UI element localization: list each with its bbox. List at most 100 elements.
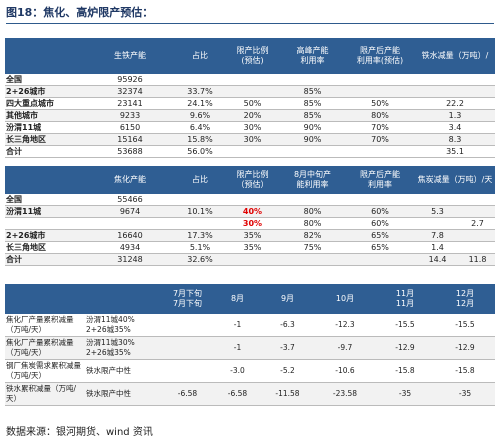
cell — [175, 217, 225, 230]
cell: -15.8 — [435, 359, 495, 383]
cell: 汾渭11城40% 2+26城35% — [85, 314, 160, 337]
table-row: 2+26城市 16640 17.3% 35% 82% 65% 7.8 — [5, 229, 496, 242]
table-row: 汾渭11城 9674 10.1% 40% 80% 60% 5.3 — [5, 205, 496, 218]
cell: -6.3 — [260, 314, 315, 337]
table-row: 全国 95926 — [5, 74, 495, 86]
cell — [460, 205, 496, 218]
cell: -6.58 — [160, 382, 215, 406]
cell — [225, 145, 280, 158]
source-note: 数据来源：银河期货、wind 资讯 — [6, 427, 153, 438]
header-cell: 8月中旬产 能利用率 — [280, 166, 345, 194]
header-cell: 高峰产能 利用率 — [280, 38, 345, 74]
cell: 56.0% — [175, 145, 225, 158]
cell: -12.9 — [375, 336, 435, 360]
cell: 8.3 — [415, 133, 495, 146]
cell: 23141 — [85, 97, 175, 110]
header-cell: 生铁产能 — [85, 38, 175, 74]
cell — [345, 145, 415, 158]
cell: 85% — [280, 109, 345, 122]
cell: -23.58 — [315, 382, 375, 406]
cell: 9233 — [85, 109, 175, 122]
cell: 10.1% — [175, 205, 225, 218]
table-row: 其他城市 9233 9.6% 20% 85% 80% 1.3 — [5, 109, 495, 122]
cell: -3.0 — [215, 359, 260, 383]
header-cell — [5, 166, 85, 194]
cell: 15164 — [85, 133, 175, 146]
cell: -35 — [435, 382, 495, 406]
header-cell: 限产比例 （预估） — [225, 166, 280, 194]
table: 7月下旬 7月下旬 8月 9月 10月 11月 11月 12月 12月 焦化厂产量累积减量（… — [5, 284, 495, 406]
header-cell: 铁水减量（万吨）/ — [415, 38, 495, 74]
row-label: 长三角地区 — [5, 241, 85, 254]
cell: 17.3% — [175, 229, 225, 242]
cell: 9674 — [85, 205, 175, 218]
cell: -15.5 — [435, 314, 495, 337]
cell — [225, 194, 280, 206]
table-row: 长三角地区 15164 15.8% 30% 90% 70% 8.3 — [5, 133, 495, 146]
header-cell: 限产后产能 利用率(预估) — [345, 38, 415, 74]
table-row: 四大重点城市 23141 24.1% 50% 85% 50% 22.2 — [5, 97, 495, 110]
table-row: 30% 80% 60% 2.7 — [5, 217, 496, 230]
cell: 70% — [345, 133, 415, 146]
cell — [460, 241, 496, 254]
row-label — [5, 217, 85, 230]
header-cell — [85, 284, 160, 314]
cell: 75% — [280, 241, 345, 254]
header-cell: 10月 — [315, 284, 375, 314]
cell: -15.5 — [375, 314, 435, 337]
table-row: 长三角地区 4934 5.1% 35% 75% 65% 1.4 — [5, 241, 496, 254]
cell: 65% — [345, 241, 415, 254]
header-cell — [5, 284, 85, 314]
header-cell — [5, 38, 85, 74]
cell: 50% — [225, 97, 280, 110]
row-label: 2+26城市 — [5, 85, 85, 98]
cell: -9.7 — [315, 336, 375, 360]
cell: 4934 — [85, 241, 175, 254]
cell: 82% — [280, 229, 345, 242]
cell — [415, 74, 495, 86]
cell: 80% — [345, 109, 415, 122]
row-label: 长三角地区 — [5, 133, 85, 146]
row-label: 全国 — [5, 74, 85, 86]
table: 焦化产能 占比 限产比例 （预估） 8月中旬产 能利用率 限产后产能 利用率 焦炭减量（万… — [5, 166, 496, 266]
cell: 70% — [345, 121, 415, 134]
cell: -15.8 — [375, 359, 435, 383]
cell — [460, 194, 496, 206]
cell: 2.7 — [460, 217, 496, 230]
cell — [225, 74, 280, 86]
cell: 7.8 — [415, 229, 460, 242]
cell: -6.58 — [215, 382, 260, 406]
table-row: 焦化厂产量累积减量（万吨/天） 汾渭11城40% 2+26城35% -1 -6.3 -1… — [5, 314, 495, 337]
cell — [160, 314, 215, 337]
cell: 22.2 — [415, 97, 495, 110]
cell: 85% — [280, 85, 345, 98]
cell: -3.7 — [260, 336, 315, 360]
header-cell: 限产后产能 利用率 — [345, 166, 415, 194]
cell — [280, 253, 345, 266]
header-cell: 焦化产能 — [85, 166, 175, 194]
cell: 32.6% — [175, 253, 225, 266]
cell — [160, 359, 215, 383]
cell: 90% — [280, 133, 345, 146]
cell — [415, 217, 460, 230]
cell: 6150 — [85, 121, 175, 134]
cell: 24.1% — [175, 97, 225, 110]
figure-title: 图18：焦化、高炉限产预估： — [6, 4, 494, 24]
row-label: 其他城市 — [5, 109, 85, 122]
cell — [175, 74, 225, 86]
header-cell: 7月下旬 7月下旬 — [160, 284, 215, 314]
cell: 铁水限产中性 — [85, 359, 160, 383]
cell: 53688 — [85, 145, 175, 158]
cell: 5.1% — [175, 241, 225, 254]
row-label: 2+26城市 — [5, 229, 85, 242]
header-cell: 11月 11月 — [375, 284, 435, 314]
cell: 33.7% — [175, 85, 225, 98]
table-row: 合计 31248 32.6% 14.4 11.8 — [5, 253, 496, 266]
header-row: 7月下旬 7月下旬 8月 9月 10月 11月 11月 12月 12月 — [5, 284, 495, 314]
header-cell: 占比 — [175, 38, 225, 74]
cell: 55466 — [85, 194, 175, 206]
row-label: 合计 — [5, 145, 85, 158]
header-row: 生铁产能 占比 限产比例 (预估) 高峰产能 利用率 限产后产能 利用率(预估) 铁水减量… — [5, 38, 495, 74]
cell: 汾渭11城30% 2+26城35% — [85, 336, 160, 360]
cell: 16640 — [85, 229, 175, 242]
